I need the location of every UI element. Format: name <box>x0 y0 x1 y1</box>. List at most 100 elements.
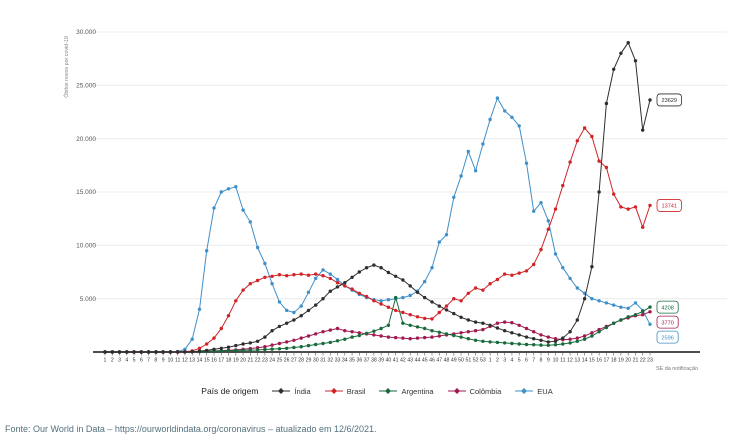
data-point-brasil <box>299 272 303 276</box>
x-tick-label: 42 <box>400 358 406 364</box>
data-point-eua <box>604 301 609 305</box>
data-point-argentina <box>386 323 391 327</box>
data-point-argentina <box>379 326 383 331</box>
legend-title: País de origem <box>201 386 259 396</box>
data-point-brasil <box>292 273 296 277</box>
data-point-eua <box>234 185 238 189</box>
data-point-colombia <box>648 310 652 314</box>
data-point-india <box>430 300 434 304</box>
data-point-argentina <box>619 318 623 322</box>
series-line-eua <box>105 96 651 353</box>
data-point-eua <box>299 304 303 308</box>
data-point-argentina <box>335 339 340 343</box>
x-tick-label: 16 <box>596 358 602 364</box>
data-point-eua <box>401 295 405 300</box>
data-point-argentina <box>473 338 478 342</box>
data-point-india <box>597 190 601 194</box>
data-point-brasil <box>401 310 405 315</box>
x-tick-label: 17 <box>604 358 610 364</box>
data-point-india <box>285 321 289 325</box>
legend-item-eua[interactable]: EUA <box>515 386 553 396</box>
y-tick-label: 5.000 <box>80 296 97 303</box>
data-point-eua <box>212 206 216 210</box>
legend-item-india[interactable]: Índia <box>272 387 311 396</box>
data-point-india <box>241 342 245 346</box>
x-tick-label: 7 <box>532 358 535 364</box>
data-point-argentina <box>364 331 369 335</box>
data-point-brasil <box>408 313 412 317</box>
data-point-india <box>176 350 180 354</box>
data-point-brasil <box>379 302 383 306</box>
legend-item-argentina[interactable]: Argentina <box>379 387 434 396</box>
data-point-india <box>503 329 507 333</box>
data-point-brasil <box>270 274 274 278</box>
data-point-brasil <box>277 273 282 277</box>
data-point-colombia <box>357 331 361 335</box>
data-point-argentina <box>321 341 325 346</box>
data-point-brasil <box>343 284 347 288</box>
data-point-argentina <box>561 342 565 346</box>
data-point-eua <box>285 308 289 313</box>
data-point-india <box>626 41 630 45</box>
data-point-brasil <box>226 314 231 318</box>
line-chart: 5.000 10.000 15.000 20.000 25.000 30.000 Óbito… <box>63 29 727 372</box>
data-point-colombia <box>299 336 303 340</box>
x-tick-label: 19 <box>233 358 239 364</box>
data-point-india <box>437 304 441 308</box>
x-tick-label: 15 <box>589 358 595 364</box>
data-point-india <box>270 329 274 333</box>
data-point-colombia <box>285 340 289 344</box>
data-point-colombia <box>568 337 572 341</box>
data-point-brasil <box>546 227 550 231</box>
data-point-india <box>590 265 594 269</box>
x-tick-label: 53 <box>480 358 486 364</box>
source-footer: Fonte: Our World in Data – https://ourwo… <box>5 424 377 434</box>
data-point-brasil <box>604 165 609 170</box>
x-tick-label: 32 <box>327 358 333 364</box>
x-tick-label: 3 <box>118 358 121 364</box>
data-point-argentina <box>372 329 376 333</box>
data-point-eua <box>205 249 209 253</box>
data-point-colombia <box>306 334 311 338</box>
legend-item-brasil[interactable]: Brasil <box>324 387 365 396</box>
data-point-brasil <box>372 299 376 303</box>
data-point-brasil <box>488 282 492 286</box>
data-point-argentina <box>285 346 289 350</box>
end-label-argentina: 4208 <box>661 305 673 311</box>
x-tick-label: 19 <box>618 358 624 364</box>
data-point-argentina <box>488 340 492 344</box>
data-point-argentina <box>510 341 514 346</box>
data-point-colombia <box>495 321 500 325</box>
data-point-colombia <box>270 343 274 347</box>
x-tick-label: 16 <box>211 358 217 364</box>
data-point-eua <box>270 282 274 286</box>
data-point-colombia <box>503 320 507 324</box>
data-point-brasil <box>248 282 252 286</box>
legend-label: EUA <box>537 386 553 396</box>
data-point-eua <box>459 174 463 178</box>
x-tick-label: 28 <box>298 358 304 364</box>
data-point-colombia <box>292 338 296 342</box>
data-point-brasil <box>553 207 558 211</box>
data-point-colombia <box>473 329 478 333</box>
end-label-eua: 2596 <box>661 335 673 341</box>
x-tick-label: 10 <box>168 358 174 364</box>
data-point-india <box>604 101 609 106</box>
data-point-colombia <box>466 330 470 334</box>
series-line-argentina <box>105 295 651 353</box>
x-tick-label: 5 <box>518 358 521 364</box>
data-point-brasil <box>394 308 398 313</box>
data-point-colombia <box>263 345 267 349</box>
x-tick-label: 52 <box>473 358 479 364</box>
x-tick-label: 6 <box>525 358 528 364</box>
series-line-brasil <box>105 127 651 353</box>
data-point-argentina <box>408 323 412 327</box>
legend-item-colombia[interactable]: Colômbia <box>447 387 501 396</box>
data-point-eua <box>568 276 572 281</box>
data-point-india <box>553 339 558 343</box>
data-point-india <box>103 350 107 354</box>
data-point-brasil <box>575 139 579 143</box>
data-point-india <box>423 295 427 300</box>
data-point-argentina <box>590 334 594 338</box>
